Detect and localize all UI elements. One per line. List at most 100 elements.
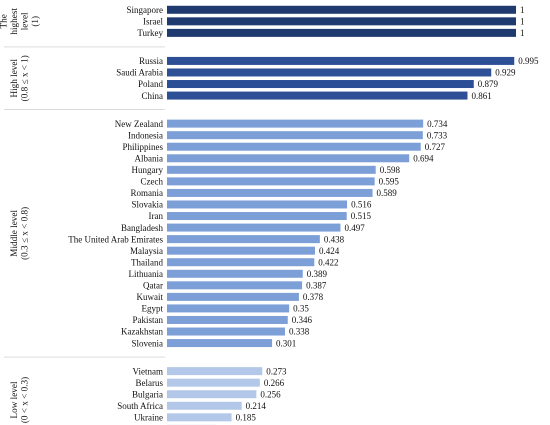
value-label: 0.598 bbox=[380, 165, 401, 175]
bar bbox=[167, 5, 516, 14]
bar bbox=[167, 154, 410, 163]
category-label: Malaysia bbox=[130, 246, 163, 256]
value-label: 0.589 bbox=[377, 188, 398, 198]
category-label: Czech bbox=[141, 177, 164, 187]
bar bbox=[167, 212, 347, 221]
value-label: 0.424 bbox=[319, 246, 340, 256]
bar bbox=[167, 246, 315, 255]
category-label: Israel bbox=[143, 17, 163, 27]
bar bbox=[167, 235, 320, 244]
category-label: Vietnam bbox=[133, 366, 163, 376]
group-labels: Thehighestlevel(1) High level(0.8 ≤ x < 1… bbox=[0, 8, 40, 424]
bar bbox=[167, 315, 288, 324]
group-label: High level(0.8 ≤ x < 1) bbox=[9, 55, 30, 101]
bar bbox=[167, 177, 375, 186]
group-label-line: level bbox=[19, 12, 29, 30]
bar bbox=[167, 188, 373, 197]
bar bbox=[167, 165, 376, 174]
value-label: 1 bbox=[520, 5, 525, 15]
category-label: Bangladesh bbox=[121, 223, 163, 233]
group-label: Thehighestlevel(1) bbox=[0, 8, 40, 35]
value-label: 0.378 bbox=[303, 292, 324, 302]
separators bbox=[4, 46, 165, 358]
category-label: Ukraine bbox=[134, 413, 163, 423]
bar bbox=[167, 131, 423, 140]
value-label: 0.273 bbox=[266, 366, 287, 376]
bar bbox=[167, 56, 515, 65]
group-label-line: (1) bbox=[30, 16, 40, 27]
value-label: 0.346 bbox=[292, 315, 313, 325]
group-label: Low level(0 < x < 0.3) bbox=[9, 377, 30, 423]
category-label: Qatar bbox=[143, 281, 163, 291]
value-labels: 1110.9950.9290.8790.8610.7340.7330.7270.… bbox=[220, 5, 539, 425]
value-label: 0.515 bbox=[351, 211, 372, 221]
category-label: Kazakhstan bbox=[121, 327, 163, 337]
value-label: 0.185 bbox=[236, 413, 257, 423]
group-label-line: High level bbox=[9, 59, 19, 98]
value-label: 0.595 bbox=[379, 177, 400, 187]
bar bbox=[167, 28, 516, 37]
category-label: Slovenia bbox=[132, 338, 164, 348]
value-label: 0.338 bbox=[289, 327, 310, 337]
bar bbox=[167, 142, 421, 151]
bar bbox=[167, 200, 348, 209]
value-label: 0.516 bbox=[351, 200, 372, 210]
category-label: Saudi Arabia bbox=[116, 68, 163, 78]
category-label: Iran bbox=[149, 211, 164, 221]
category-label: Belarus bbox=[136, 378, 164, 388]
group-label-line: Middle level bbox=[9, 210, 19, 257]
category-label: Thailand bbox=[131, 257, 163, 267]
category-label: The United Arab Emirates bbox=[68, 234, 163, 244]
value-label: 0.734 bbox=[427, 119, 448, 129]
value-label: 0.35 bbox=[293, 304, 309, 314]
bar bbox=[167, 91, 468, 100]
value-label: 0.497 bbox=[344, 223, 365, 233]
category-label: Egypt bbox=[142, 304, 164, 314]
category-label: Turkey bbox=[137, 28, 163, 38]
category-label: China bbox=[142, 91, 164, 101]
category-label: Pakistan bbox=[133, 315, 164, 325]
bar bbox=[167, 367, 263, 376]
category-label: Romania bbox=[131, 188, 164, 198]
bar bbox=[167, 327, 285, 336]
bar bbox=[167, 401, 242, 410]
bar bbox=[167, 339, 273, 348]
value-label: 0.438 bbox=[324, 234, 345, 244]
group-label-line: The bbox=[0, 14, 8, 28]
category-label: Kuwait bbox=[137, 292, 164, 302]
group-label-line: (0.3 ≤ x < 0.8) bbox=[19, 207, 29, 260]
value-label: 0.929 bbox=[495, 68, 516, 78]
value-label: 0.214 bbox=[246, 401, 267, 411]
value-label: 0.733 bbox=[427, 130, 448, 140]
value-label: 0.422 bbox=[318, 257, 338, 267]
bar bbox=[167, 292, 299, 301]
value-label: 0.387 bbox=[306, 281, 327, 291]
value-label: 0.861 bbox=[471, 91, 491, 101]
category-label: Russia bbox=[139, 56, 163, 66]
category-label: New Zealand bbox=[115, 119, 164, 129]
value-label: 1 bbox=[520, 17, 525, 27]
category-label: Lithuania bbox=[129, 269, 164, 279]
bar bbox=[167, 378, 260, 387]
group-label: Middle level(0.3 ≤ x < 0.8) bbox=[9, 207, 30, 260]
category-label: South Africa bbox=[117, 401, 163, 411]
category-label: Singapore bbox=[127, 5, 164, 15]
group-label-line: highest bbox=[9, 8, 19, 35]
bar bbox=[167, 258, 315, 267]
bar bbox=[167, 223, 341, 232]
value-label: 0.694 bbox=[413, 153, 434, 163]
bar bbox=[167, 390, 257, 399]
category-label: Hungary bbox=[132, 165, 164, 175]
group-label-line: (0.8 ≤ x < 1) bbox=[19, 55, 29, 101]
bar bbox=[167, 80, 474, 89]
category-label: Albania bbox=[135, 153, 164, 163]
bar bbox=[167, 281, 303, 290]
value-label: 0.256 bbox=[260, 389, 281, 399]
value-label: 0.727 bbox=[425, 142, 446, 152]
category-label: Poland bbox=[138, 79, 164, 89]
category-label: Philippines bbox=[122, 142, 163, 152]
bar bbox=[167, 68, 492, 77]
category-label: Bulgaria bbox=[132, 389, 163, 399]
